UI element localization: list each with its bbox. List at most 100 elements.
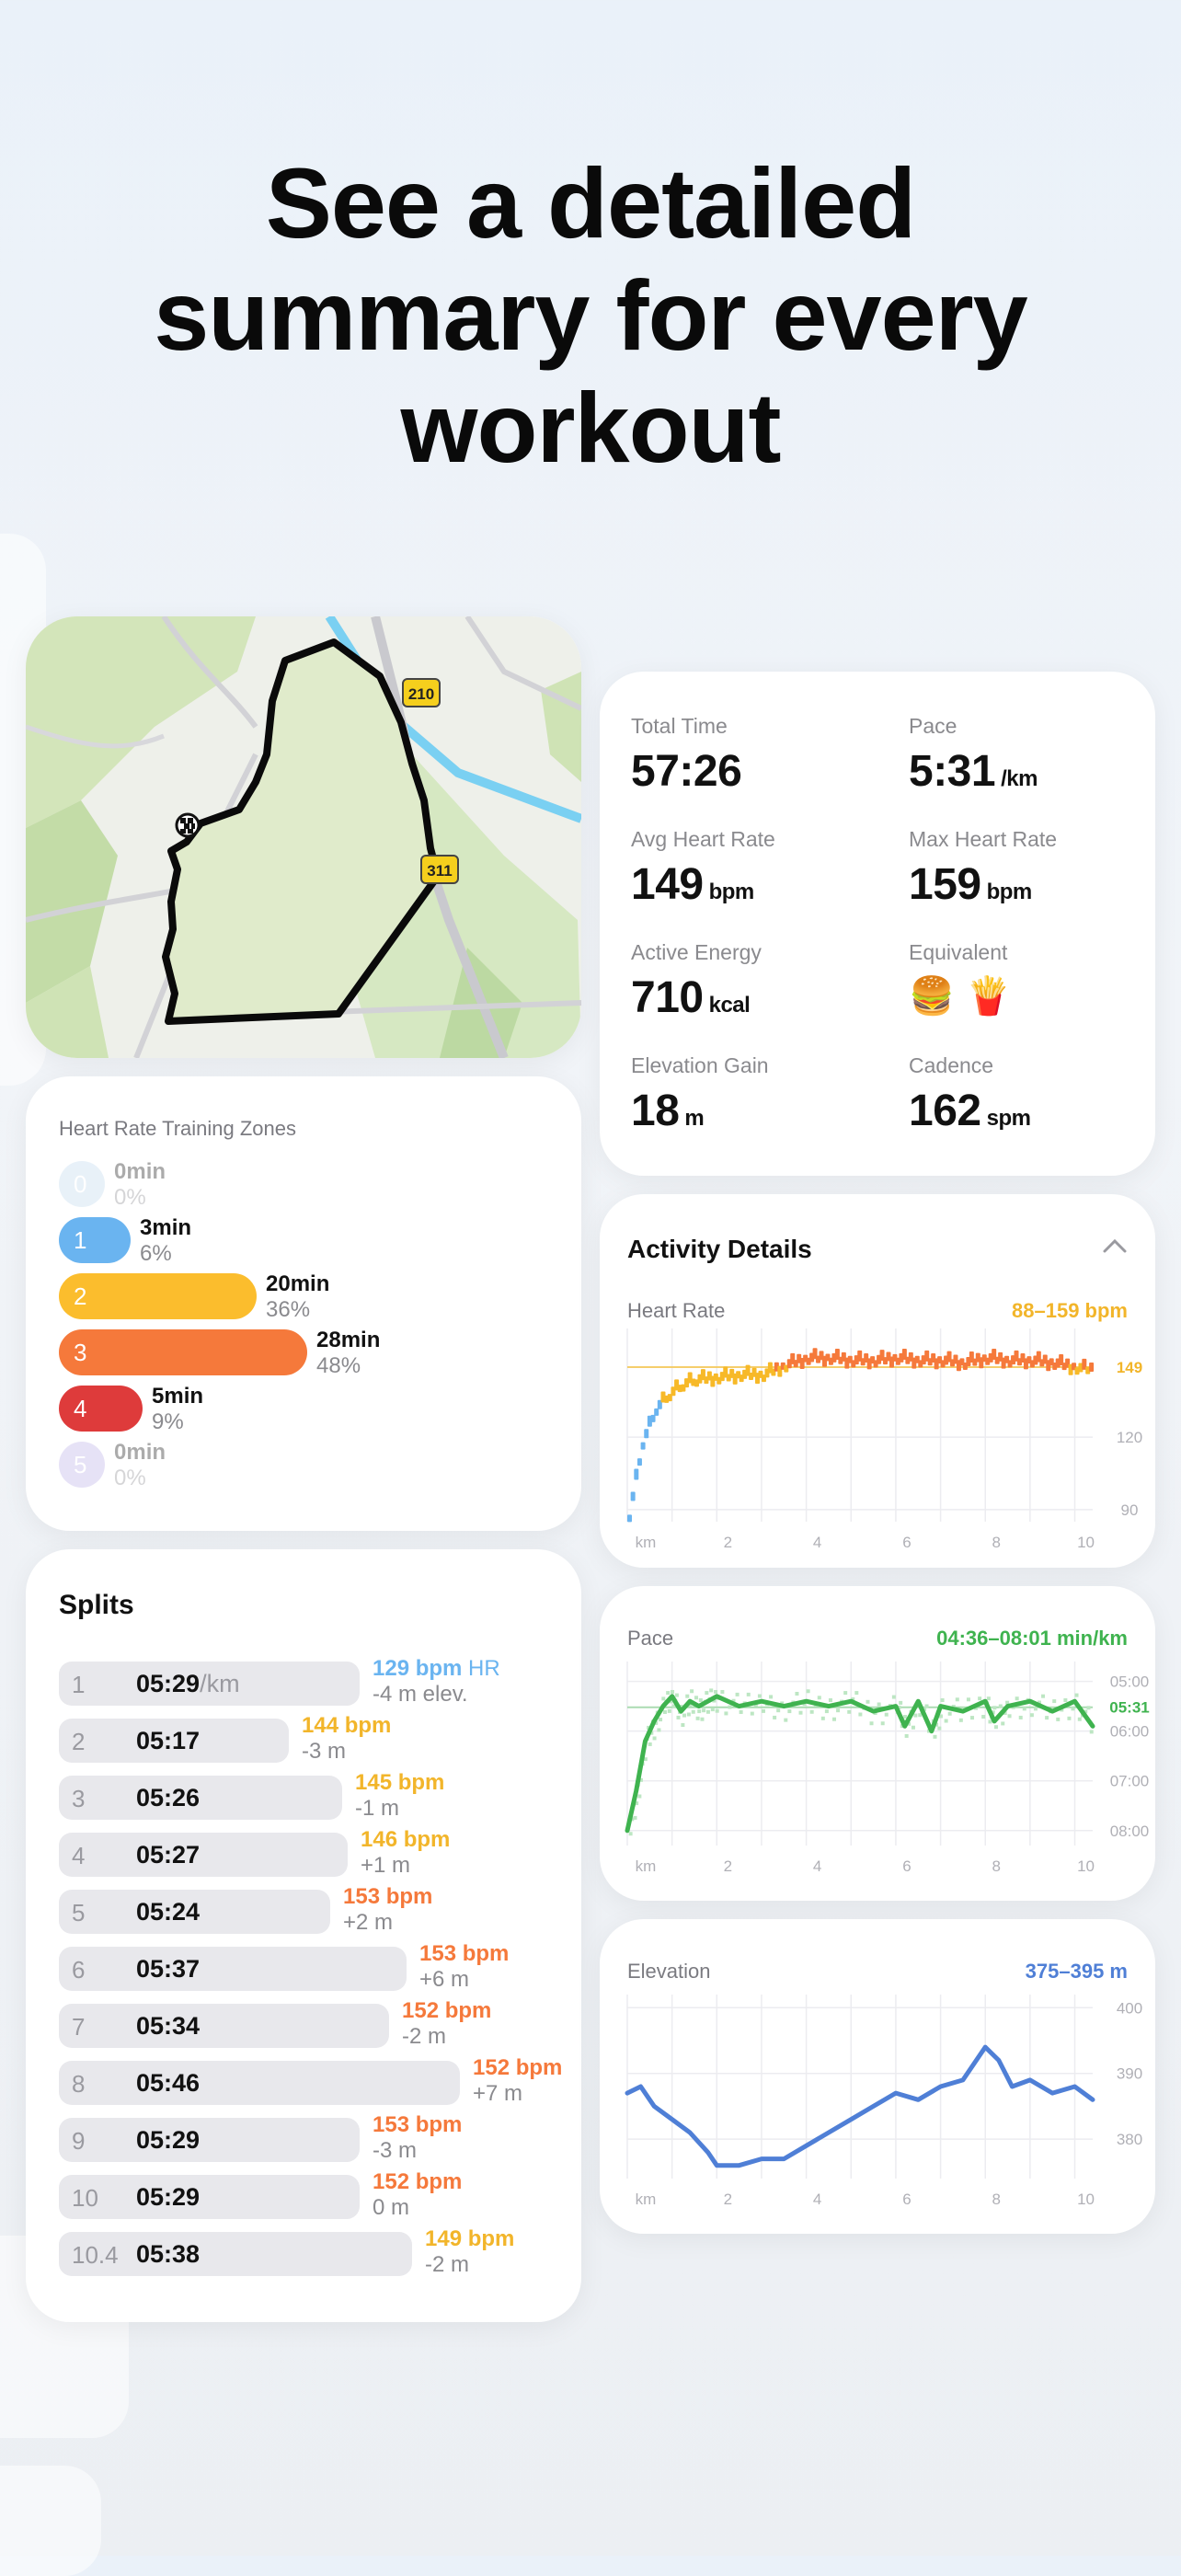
stat-active-energy: Active Energy 710 kcal: [631, 940, 762, 1023]
pace-dot: [831, 1717, 836, 1721]
route-map[interactable]: 210 311: [26, 616, 581, 1058]
hr-bar: [630, 1491, 636, 1501]
pace-dot: [854, 1691, 859, 1696]
y-tick-label: 08:00: [1110, 1823, 1150, 1840]
stat-value: 159: [909, 860, 981, 909]
pace-dot: [907, 1721, 912, 1726]
pace-dot: [652, 1736, 657, 1741]
pace-dot: [847, 1709, 852, 1714]
pace-dot: [676, 1715, 681, 1719]
split-elev: 0 m: [373, 2195, 410, 2220]
pace-dot: [1071, 1707, 1075, 1711]
pace-dot: [746, 1692, 751, 1696]
pace-dot: [1063, 1698, 1068, 1702]
split-elev: -2 m: [402, 2024, 446, 2049]
y-tick-label: 120: [1117, 1429, 1142, 1446]
zone-bar: 5: [59, 1442, 105, 1488]
y-tick-label: 05:00: [1110, 1673, 1150, 1691]
split-bar: [59, 2175, 360, 2219]
split-km: 10: [72, 2184, 98, 2212]
chevron-up-icon[interactable]: [1102, 1236, 1128, 1255]
y-tick-label: 149: [1117, 1359, 1142, 1376]
stat-unit: spm: [986, 1106, 1031, 1131]
pace-dot: [635, 1801, 639, 1806]
split-info: 144 bpm -3 m: [302, 1713, 391, 1765]
pace-chart-card: Pace 04:36–08:01 min/km 05:00 05:31 06:00 0…: [600, 1586, 1155, 1901]
split-info: 153 bpm +6 m: [419, 1941, 509, 1993]
stat-label: Avg Heart Rate: [631, 827, 775, 851]
stat-label: Active Energy: [631, 940, 762, 964]
split-elev: -2 m: [425, 2252, 469, 2277]
activity-details-card[interactable]: Activity Details Heart Rate 88–159 bpm 1…: [600, 1194, 1155, 1568]
hr-bar: [657, 1399, 662, 1409]
pace-dot: [715, 1708, 719, 1713]
zone-time: 20min: [266, 1271, 330, 1296]
stat-value: 162: [909, 1087, 981, 1135]
pace-dot: [1074, 1693, 1079, 1697]
pace-dot: [702, 1708, 706, 1713]
elevation-chart-card: Elevation 375–395 m 400 390 380 km 2 4 6 8 10: [600, 1919, 1155, 2234]
pace-dot: [671, 1689, 675, 1694]
split-bar: [59, 1947, 407, 1991]
splits-title: Splits: [59, 1590, 134, 1620]
zone-time: 0min: [114, 1159, 166, 1184]
x-tick-label: 8: [992, 2191, 1000, 2208]
y-tick-label: 05:31: [1109, 1699, 1149, 1717]
pace-dot: [691, 1709, 695, 1714]
x-tick-label: 6: [902, 2191, 911, 2208]
pace-dot: [735, 1692, 740, 1696]
split-pace: 05:37: [136, 1955, 201, 1983]
stat-label: Elevation Gain: [631, 1053, 769, 1077]
pace-dot: [705, 1709, 710, 1714]
pace-dot: [720, 1689, 725, 1694]
pace-dot: [897, 1705, 901, 1709]
split-bar: [59, 1833, 348, 1877]
split-bar: [59, 2061, 460, 2105]
pace-dot: [769, 1695, 774, 1699]
map-canvas: 210 311: [26, 616, 581, 1058]
y-tick-label: 90: [1121, 1501, 1139, 1519]
stat-label: Pace: [909, 714, 957, 738]
pace-dot: [682, 1713, 687, 1718]
y-tick-label: 400: [1117, 1999, 1142, 2017]
pace-dot: [1086, 1706, 1091, 1710]
split-info: 149 bpm -2 m: [425, 2226, 514, 2278]
series-line: [625, 2044, 1095, 2168]
pace-dot: [923, 1707, 927, 1711]
pace-dot: [1084, 1709, 1088, 1714]
pace-dot: [924, 1704, 929, 1708]
stat-elevation-gain: Elevation Gain 18 m: [631, 1053, 769, 1136]
pace-dot: [866, 1699, 870, 1704]
stat-value: 18: [631, 1087, 680, 1135]
headline-line: workout: [400, 372, 782, 483]
zone-percent: 0%: [114, 1466, 146, 1490]
pace-dot: [809, 1709, 814, 1714]
stat-label: Cadence: [909, 1053, 994, 1077]
pace-dot: [1029, 1713, 1034, 1718]
pace-dot: [1060, 1708, 1064, 1712]
zone-percent: 48%: [316, 1353, 361, 1378]
split-hr: 129 bpm: [373, 1656, 463, 1681]
pace-dot: [669, 1699, 673, 1704]
pace-dot: [869, 1721, 874, 1726]
stat-avg-heart-rate: Avg Heart Rate 149 bpm: [631, 827, 775, 910]
split-km: 9: [72, 2127, 86, 2155]
headline-line: See a detailed: [265, 147, 916, 259]
pace-dot: [710, 1708, 715, 1712]
pace-dot: [659, 1718, 663, 1722]
zone-text: 0min 0%: [114, 1159, 166, 1211]
hr-bar: [1082, 1358, 1087, 1370]
pace-dot: [787, 1709, 792, 1714]
pace-dot: [1052, 1699, 1057, 1704]
pace-dot: [891, 1695, 896, 1699]
pace-dot: [836, 1708, 841, 1713]
x-tick-label: 10: [1077, 1857, 1095, 1875]
split-hr: 153 bpm: [419, 1941, 510, 1966]
split-hr: 149 bpm: [425, 2226, 515, 2251]
pace-dot: [638, 1777, 643, 1782]
hr-suffix: HR: [468, 1656, 500, 1681]
stat-equivalent: Equivalent 🍔 🍟: [909, 940, 1012, 1018]
split-bar: [59, 2004, 389, 2048]
pace-dot: [824, 1709, 829, 1714]
pace-dot: [899, 1700, 903, 1705]
